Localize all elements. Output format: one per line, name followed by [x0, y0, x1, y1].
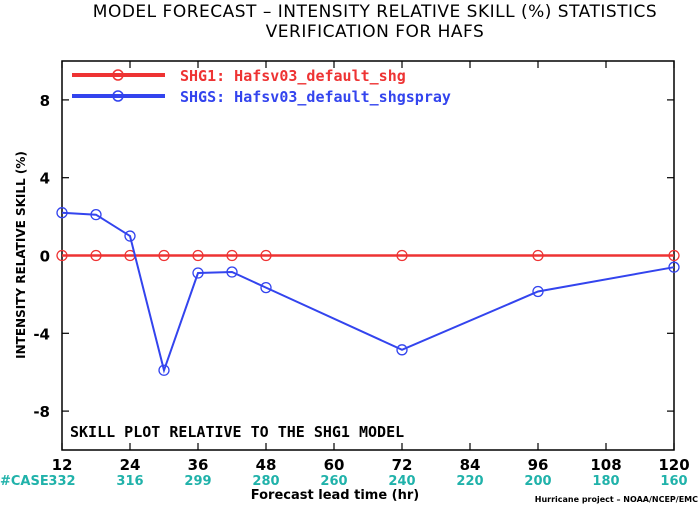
y-tick-label: -8 — [33, 403, 50, 421]
case-count: 299 — [184, 474, 211, 489]
data-point — [90, 209, 102, 221]
legend-label-shgs: SHGS: Hafsv03_default_shgspray — [180, 88, 451, 106]
y-axis-ticks: -8 -4 0 4 8 — [33, 92, 674, 421]
data-point — [668, 261, 680, 273]
series-layer — [56, 207, 680, 376]
x-tick-label: 24 — [120, 456, 141, 474]
data-point — [260, 281, 272, 294]
y-tick-label: 8 — [40, 92, 50, 110]
plot-note: SKILL PLOT RELATIVE TO THE SHG1 MODEL — [70, 423, 404, 441]
x-axis-label: Forecast lead time (hr) — [251, 488, 419, 503]
y-tick-label: 4 — [40, 170, 50, 188]
data-point — [260, 249, 272, 262]
case-count: 260 — [320, 474, 347, 489]
data-point — [192, 267, 204, 279]
x-tick-label: 36 — [188, 456, 209, 474]
legend: SHG1: Hafsv03_default_shg SHGS: Hafsv03_… — [72, 67, 451, 106]
case-count: 180 — [592, 474, 619, 489]
legend-marker-shgs — [112, 90, 124, 102]
case-count: 160 — [660, 474, 687, 489]
x-tick-label: 60 — [324, 456, 345, 474]
data-point — [158, 249, 170, 262]
data-point — [90, 249, 102, 262]
case-count: 240 — [388, 474, 415, 489]
case-count: 200 — [524, 474, 551, 489]
data-point — [226, 249, 238, 262]
data-point — [532, 285, 544, 298]
x-axis-ticks: 12 24 36 48 60 72 84 96 108 120 — [52, 61, 690, 474]
chart-title: MODEL FORECAST – INTENSITY RELATIVE SKIL… — [93, 2, 657, 22]
legend-marker-shg1 — [112, 69, 124, 81]
case-count: 220 — [456, 474, 483, 489]
x-tick-label: 96 — [528, 456, 549, 474]
chart-subtitle: VERIFICATION FOR HAFS — [266, 22, 485, 42]
y-tick-label: -4 — [33, 325, 50, 343]
data-point — [124, 230, 136, 242]
data-point — [56, 207, 68, 219]
x-tick-label: 120 — [658, 456, 689, 474]
case-label: #CASE — [0, 474, 49, 489]
x-tick-label: 84 — [460, 456, 481, 474]
data-point — [396, 249, 408, 262]
case-count: 332 — [48, 474, 75, 489]
data-point — [56, 249, 68, 262]
x-tick-label: 108 — [590, 456, 621, 474]
data-point — [158, 364, 170, 376]
x-tick-label: 12 — [52, 456, 73, 474]
data-point — [226, 266, 238, 278]
legend-label-shg1: SHG1: Hafsv03_default_shg — [180, 67, 406, 85]
x-tick-label: 48 — [256, 456, 277, 474]
data-point — [192, 249, 204, 262]
data-point — [668, 249, 680, 262]
y-tick-label: 0 — [40, 248, 50, 266]
y-axis-label: INTENSITY RELATIVE SKILL (%) — [14, 151, 28, 359]
credit-text: Hurricane project – NOAA/NCEP/EMC — [535, 495, 698, 504]
x-tick-label: 72 — [392, 456, 413, 474]
series-line-shgs — [61, 211, 675, 374]
case-count: 316 — [116, 474, 143, 489]
case-counts: 332 316 299 280 260 240 220 200 180 160 — [48, 474, 687, 489]
data-point — [532, 249, 544, 262]
case-count: 280 — [252, 474, 279, 489]
data-point — [396, 344, 408, 356]
